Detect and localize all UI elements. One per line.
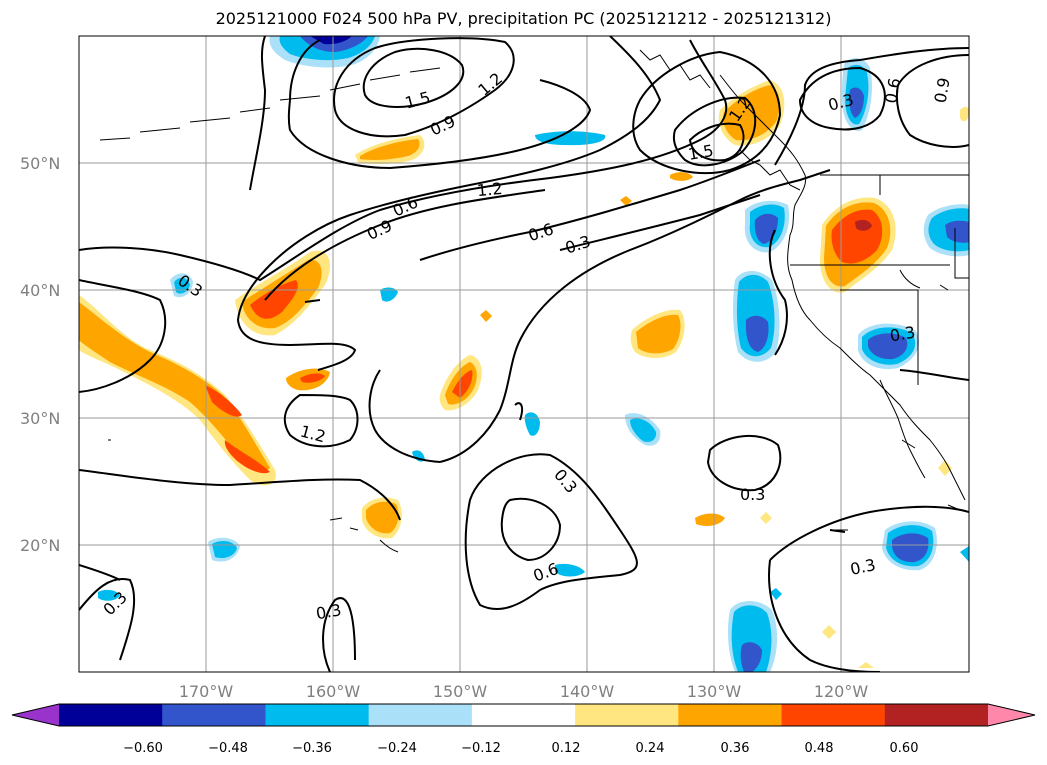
lat-label: 20°N — [20, 536, 60, 555]
contour-1.2-mid — [283, 169, 831, 463]
colorbar-tick-label: 0.12 — [552, 741, 581, 756]
contour-label: 0.3 — [888, 322, 916, 345]
colorbar-segment — [162, 704, 266, 726]
colorbar-tick-label: −0.12 — [461, 741, 501, 756]
contour-0.3-west-bottom — [79, 564, 136, 661]
lon-label: 140°W — [560, 682, 615, 701]
lat-label: 30°N — [20, 409, 60, 428]
contour-0.9-mid — [264, 189, 546, 301]
contour-ne-outer — [774, 47, 969, 166]
contour-0.3-small-east — [706, 434, 782, 492]
contour-label: 0.9 — [931, 76, 954, 104]
contour-ne-0.9 — [895, 54, 969, 148]
colorbar-tick-label: 0.24 — [636, 741, 665, 756]
contour-0.9-coast — [632, 50, 782, 175]
contour-1.5-coast — [688, 122, 745, 162]
colorbar-max-extension — [988, 704, 1035, 726]
colorbar-segment — [678, 704, 783, 726]
grid-lines — [79, 36, 969, 672]
map-background — [79, 36, 969, 672]
contour-0.6-mid-ocean — [500, 497, 562, 562]
contour-label: 0.6 — [881, 76, 904, 104]
colorbar-segment — [59, 704, 163, 726]
lat-label: 50°N — [20, 154, 60, 173]
contour-0.3-bottom-east — [768, 505, 969, 672]
contour-1.2-coast — [672, 96, 757, 167]
lon-label: 170°W — [179, 682, 234, 701]
colorbar-min-extension — [12, 704, 59, 726]
lon-label: 150°W — [433, 682, 488, 701]
colorbar-tick-label: 0.48 — [805, 741, 834, 756]
map-frame — [78, 35, 970, 673]
colorbar-segment — [368, 704, 473, 726]
colorbar-outline — [11, 703, 1036, 727]
contour-0.3-west — [768, 229, 969, 381]
contour-label: 1.5 — [687, 141, 715, 164]
lon-label: 160°W — [306, 682, 361, 701]
lon-label: 120°W — [814, 682, 869, 701]
contour-0.9-north — [287, 39, 592, 170]
contour-label: 1.2 — [476, 179, 503, 200]
latitude-labels: 50°N 40°N 30°N 20°N — [20, 154, 60, 555]
colorbar-tick-label: −0.48 — [208, 741, 248, 756]
contour-1.2-north — [333, 37, 515, 138]
colorbar-tick-label: −0.36 — [292, 741, 332, 756]
colorbar-segment — [781, 704, 886, 726]
longitude-labels: 170°W 160°W 150°W 140°W 130°W 120°W — [179, 682, 869, 701]
contour-0.3-east — [559, 194, 761, 251]
pos-area-west-band-mid — [79, 302, 270, 472]
neg-area-150w-north — [535, 131, 606, 146]
contour-1.5-north — [362, 47, 465, 108]
lat-label: 40°N — [20, 281, 60, 300]
contour-0.6-north — [236, 36, 662, 371]
contour-ne-0.6 — [798, 66, 886, 131]
pos-area-west-band-dark — [205, 385, 270, 474]
contour-0.3-mid-ocean — [464, 453, 638, 610]
colorbar — [11, 703, 1036, 727]
contour-0.6-mid — [419, 159, 761, 261]
colorbar-tick-label: 0.36 — [721, 741, 750, 756]
precipitation-shading — [79, 36, 969, 672]
contour-label: 0.3 — [314, 600, 342, 623]
colorbar-tick-label: −0.60 — [123, 741, 163, 756]
lon-label: 130°W — [687, 682, 742, 701]
colorbar-segment — [884, 704, 989, 726]
colorbar-segment — [265, 704, 370, 726]
colorbar-tick-label: 0.60 — [890, 741, 919, 756]
contour-0.3-main — [79, 39, 728, 282]
contour-label: 0.3 — [848, 555, 877, 579]
pv-contours — [79, 36, 969, 672]
colorbar-segment — [575, 704, 679, 726]
contour-label: 0.3 — [740, 485, 765, 504]
colorbar-segment — [471, 704, 576, 726]
contour-0.3-sw — [322, 597, 356, 672]
plot-title: 2025121000 F024 500 hPa PV, precipitatio… — [215, 9, 832, 28]
colorbar-tick-label: −0.24 — [377, 741, 417, 756]
contour-west-0.3 — [79, 469, 401, 521]
colorbar-ticks: −0.60 −0.48 −0.36 −0.24 −0.12 0.12 0.24 … — [123, 741, 918, 756]
contour-west-lower — [79, 279, 167, 393]
